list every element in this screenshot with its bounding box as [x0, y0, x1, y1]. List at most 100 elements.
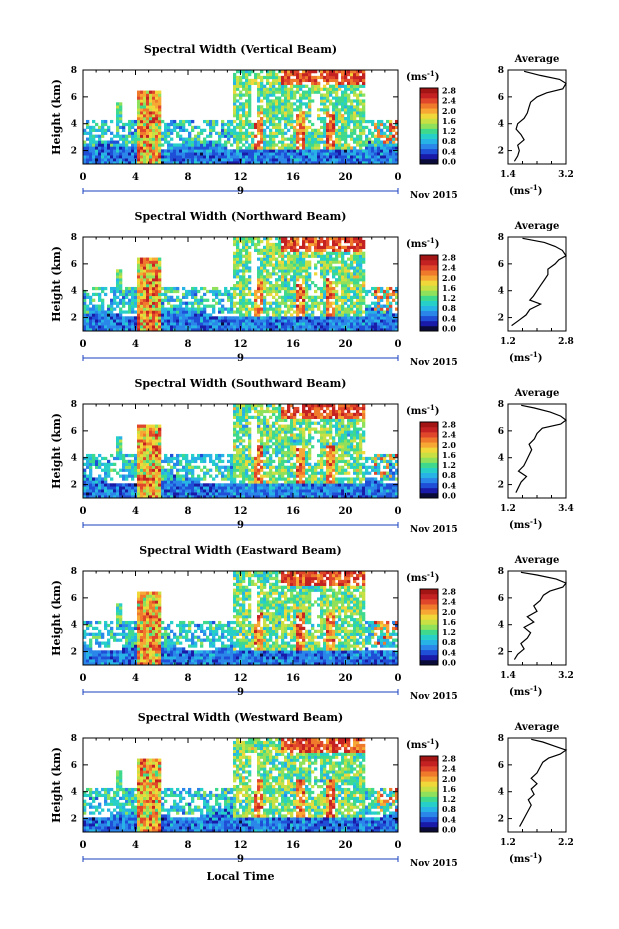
heatmap-cell: [233, 462, 237, 466]
heatmap-cell: [146, 125, 150, 130]
heatmap-cell: [182, 465, 186, 469]
heatmap-cell: [131, 161, 135, 165]
heatmap-cell: [269, 289, 273, 294]
heatmap-cell: [83, 140, 87, 144]
heatmap-cell: [362, 125, 366, 130]
heatmap-cell: [137, 439, 141, 443]
heatmap-cell: [158, 313, 162, 317]
heatmap-cell: [140, 102, 144, 106]
heatmap-cell: [296, 134, 300, 138]
heatmap-cell: [188, 480, 192, 484]
heatmap-cell: [248, 281, 252, 285]
heatmap-cell: [182, 319, 186, 323]
heatmap-cell: [167, 492, 171, 496]
heatmap-cell: [302, 78, 306, 83]
heatmap-cell: [104, 313, 108, 317]
heatmap-cell: [305, 272, 309, 276]
heatmap-cell: [338, 245, 342, 250]
heatmap-cell: [194, 143, 198, 147]
heatmap-cell: [122, 128, 126, 132]
heatmap-cell: [149, 480, 153, 484]
heatmap-cell: [194, 298, 198, 302]
heatmap-cell: [332, 72, 336, 77]
heatmap-cell: [356, 269, 360, 273]
colorbar-swatch: [420, 260, 438, 266]
heatmap-cell: [95, 146, 99, 150]
heatmap-cell: [281, 152, 285, 156]
heatmap-cell: [350, 281, 354, 285]
heatmap-cell: [170, 122, 174, 127]
heatmap-cell: [119, 102, 123, 106]
heatmap-cell: [152, 465, 156, 469]
heatmap-cell: [107, 310, 111, 314]
heatmap-cell: [170, 486, 174, 490]
heatmap-cell: [86, 295, 90, 299]
heatmap-cell: [164, 322, 168, 326]
heatmap-cell: [152, 492, 156, 496]
heatmap-cell: [116, 102, 120, 106]
heatmap-cell: [293, 128, 297, 132]
heatmap-cell: [284, 275, 288, 279]
heatmap-cell: [287, 298, 291, 302]
colorbar-swatch: [420, 133, 438, 139]
heatmap-cell: [137, 480, 141, 484]
heatmap-cell: [356, 313, 360, 317]
heatmap-cell: [143, 468, 147, 472]
heatmap-cell: [161, 131, 165, 135]
heatmap-cell: [188, 319, 192, 323]
heatmap-cell: [146, 451, 150, 455]
heatmap-cell: [137, 155, 141, 159]
heatmap-cell: [317, 301, 321, 305]
heatmap-cell: [239, 480, 243, 484]
heatmap-cell: [89, 328, 93, 332]
heatmap-cell: [215, 468, 219, 472]
heatmap-cell: [323, 328, 327, 332]
heatmap-cell: [296, 266, 300, 270]
heatmap-cell: [368, 155, 372, 159]
heatmap-cell: [260, 284, 264, 288]
heatmap-cell: [203, 486, 207, 490]
heatmap-cell: [110, 453, 114, 458]
heatmap-cell: [218, 465, 222, 469]
heatmap-cell: [164, 292, 168, 297]
heatmap-cell: [308, 298, 312, 302]
heatmap-cell: [284, 111, 288, 115]
heatmap-cell: [386, 319, 390, 323]
heatmap-cell: [107, 322, 111, 326]
heatmap-cell: [359, 289, 363, 294]
heatmap-cell: [92, 304, 96, 308]
heatmap-cell: [257, 322, 261, 326]
heatmap-cell: [98, 286, 102, 291]
heatmap-cell: [95, 465, 99, 469]
heatmap-cell: [353, 295, 357, 299]
heatmap-cell: [347, 155, 351, 159]
heatmap-cell: [119, 474, 123, 478]
heatmap-cell: [140, 155, 144, 159]
heatmap-cell: [332, 102, 336, 106]
heatmap-cell: [164, 149, 168, 153]
heatmap-cell: [362, 242, 366, 247]
colorbar-swatch: [420, 280, 438, 286]
heatmap-cell: [128, 322, 132, 326]
y-tick-label: 2: [71, 314, 77, 324]
heatmap-cell: [152, 471, 156, 475]
heatmap-cell: [383, 149, 387, 153]
heatmap-cell: [347, 125, 351, 130]
heatmap-cell: [239, 459, 243, 464]
heatmap-cell: [278, 96, 282, 100]
heatmap-cell: [146, 439, 150, 443]
heatmap-cell: [191, 158, 195, 162]
heatmap-cell: [260, 134, 264, 138]
heatmap-cell: [347, 248, 351, 252]
heatmap-cell: [239, 102, 243, 106]
heatmap-cell: [95, 316, 99, 320]
heatmap-cell: [155, 492, 159, 496]
heatmap-cell: [308, 125, 312, 130]
heatmap-cell: [89, 489, 93, 493]
heatmap-cell: [347, 149, 351, 153]
heatmap-cell: [248, 254, 252, 258]
heatmap-cell: [167, 146, 171, 150]
heatmap-cell: [92, 325, 96, 329]
heatmap-cell: [137, 298, 141, 302]
heatmap-cell: [194, 459, 198, 464]
